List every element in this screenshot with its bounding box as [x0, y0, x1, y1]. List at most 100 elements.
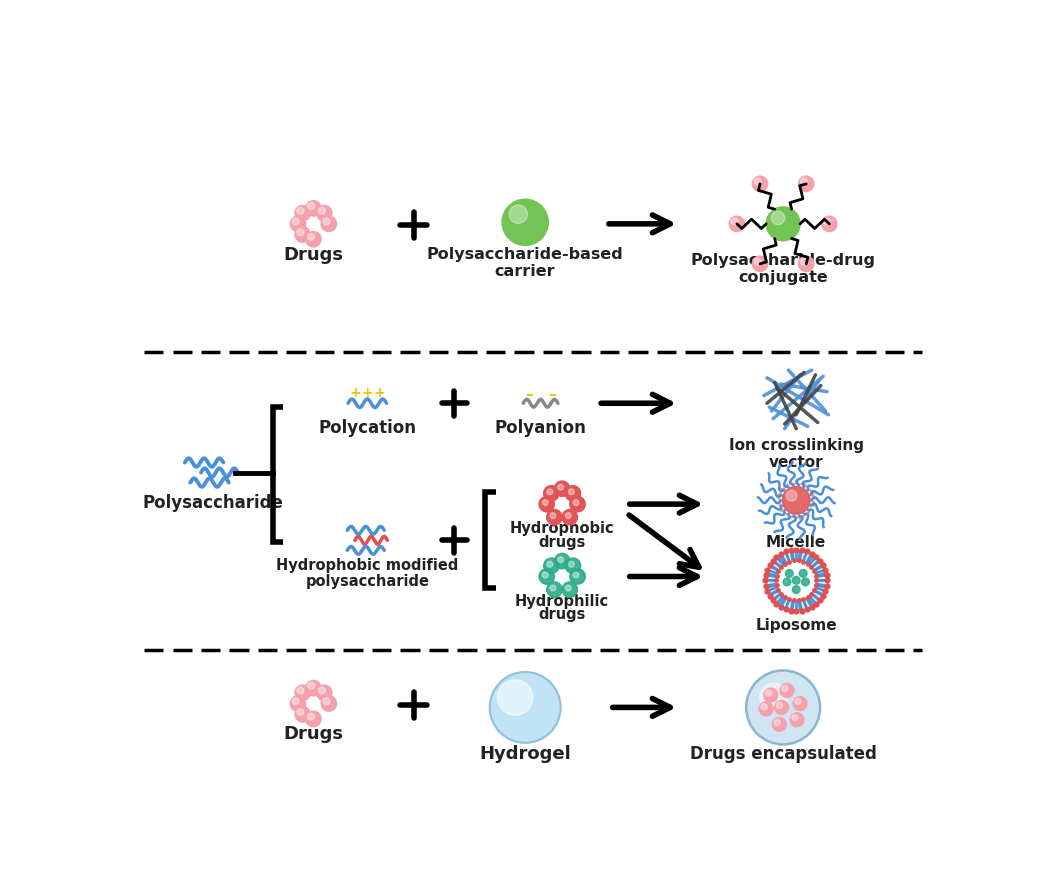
Circle shape — [292, 218, 299, 225]
Circle shape — [760, 702, 773, 716]
Circle shape — [760, 683, 788, 711]
Circle shape — [295, 707, 311, 722]
Circle shape — [489, 672, 561, 743]
Text: drugs: drugs — [538, 608, 586, 622]
Circle shape — [792, 715, 798, 721]
Circle shape — [318, 687, 325, 694]
Circle shape — [822, 216, 837, 231]
Circle shape — [785, 570, 793, 578]
Circle shape — [318, 207, 325, 214]
Circle shape — [308, 683, 315, 689]
Circle shape — [793, 586, 800, 594]
Circle shape — [290, 696, 305, 711]
Text: Polyanion: Polyanion — [495, 419, 586, 437]
Circle shape — [502, 199, 549, 246]
Circle shape — [317, 206, 331, 221]
Circle shape — [799, 176, 814, 191]
Circle shape — [565, 486, 581, 501]
Circle shape — [308, 713, 315, 720]
Circle shape — [800, 178, 807, 185]
Circle shape — [776, 702, 782, 708]
Text: drugs: drugs — [538, 535, 586, 550]
Circle shape — [305, 711, 321, 726]
Circle shape — [562, 509, 578, 525]
Circle shape — [317, 685, 331, 700]
Circle shape — [297, 229, 303, 236]
Text: +: + — [374, 386, 385, 400]
Circle shape — [555, 554, 569, 569]
Circle shape — [547, 509, 562, 525]
Circle shape — [539, 569, 555, 584]
Circle shape — [555, 481, 569, 497]
Text: Polysaccharide-based: Polysaccharide-based — [427, 247, 623, 263]
Circle shape — [323, 698, 330, 705]
Circle shape — [565, 585, 571, 591]
Circle shape — [305, 681, 321, 696]
Text: Hydrophobic modified: Hydrophobic modified — [276, 558, 458, 573]
Circle shape — [752, 256, 768, 271]
Circle shape — [752, 176, 768, 191]
Circle shape — [761, 704, 767, 710]
Circle shape — [729, 216, 745, 231]
Circle shape — [574, 572, 579, 578]
Circle shape — [542, 572, 549, 578]
Circle shape — [297, 708, 303, 716]
Text: Drugs encapsulated: Drugs encapsulated — [690, 745, 877, 763]
Circle shape — [295, 206, 311, 221]
Circle shape — [782, 487, 810, 514]
Circle shape — [574, 499, 579, 506]
Circle shape — [777, 561, 816, 600]
Circle shape — [568, 562, 575, 567]
Circle shape — [565, 513, 571, 519]
Circle shape — [780, 684, 794, 698]
Circle shape — [766, 690, 772, 696]
Circle shape — [542, 499, 549, 506]
Circle shape — [766, 549, 827, 611]
Circle shape — [781, 485, 811, 515]
Text: carrier: carrier — [495, 264, 556, 279]
Circle shape — [558, 484, 563, 490]
Circle shape — [799, 256, 814, 271]
Text: vector: vector — [769, 455, 824, 470]
Text: +: + — [349, 386, 361, 400]
Circle shape — [547, 489, 553, 495]
Text: Drugs: Drugs — [284, 725, 344, 743]
Circle shape — [800, 258, 807, 265]
Circle shape — [802, 578, 809, 586]
Circle shape — [787, 490, 797, 501]
Text: conjugate: conjugate — [739, 271, 828, 285]
Circle shape — [754, 258, 762, 265]
Circle shape — [824, 218, 830, 225]
Circle shape — [297, 687, 303, 694]
Circle shape — [754, 178, 762, 185]
Circle shape — [793, 697, 807, 710]
Circle shape — [764, 688, 778, 702]
Text: Polycation: Polycation — [318, 419, 417, 437]
Circle shape — [775, 700, 789, 715]
Circle shape — [569, 569, 585, 584]
Circle shape — [509, 205, 528, 223]
Circle shape — [543, 486, 559, 501]
Text: Micelle: Micelle — [766, 535, 826, 550]
Text: Ion crosslinking: Ion crosslinking — [728, 438, 863, 453]
Circle shape — [550, 585, 556, 591]
Circle shape — [550, 513, 556, 519]
Circle shape — [790, 713, 804, 726]
Circle shape — [799, 570, 807, 578]
Text: –: – — [525, 386, 533, 401]
Text: Hydrophilic: Hydrophilic — [515, 594, 609, 609]
Text: Drugs: Drugs — [284, 246, 344, 263]
Text: polysaccharide: polysaccharide — [305, 574, 429, 588]
Circle shape — [308, 233, 315, 240]
Circle shape — [795, 699, 801, 705]
Circle shape — [774, 719, 780, 725]
Circle shape — [731, 218, 738, 225]
Text: +: + — [362, 386, 373, 400]
Circle shape — [292, 698, 299, 705]
Circle shape — [305, 201, 321, 216]
Circle shape — [562, 582, 578, 597]
Text: Hydrophobic: Hydrophobic — [510, 522, 614, 537]
Circle shape — [565, 558, 581, 573]
Circle shape — [305, 231, 321, 247]
Circle shape — [746, 670, 820, 744]
